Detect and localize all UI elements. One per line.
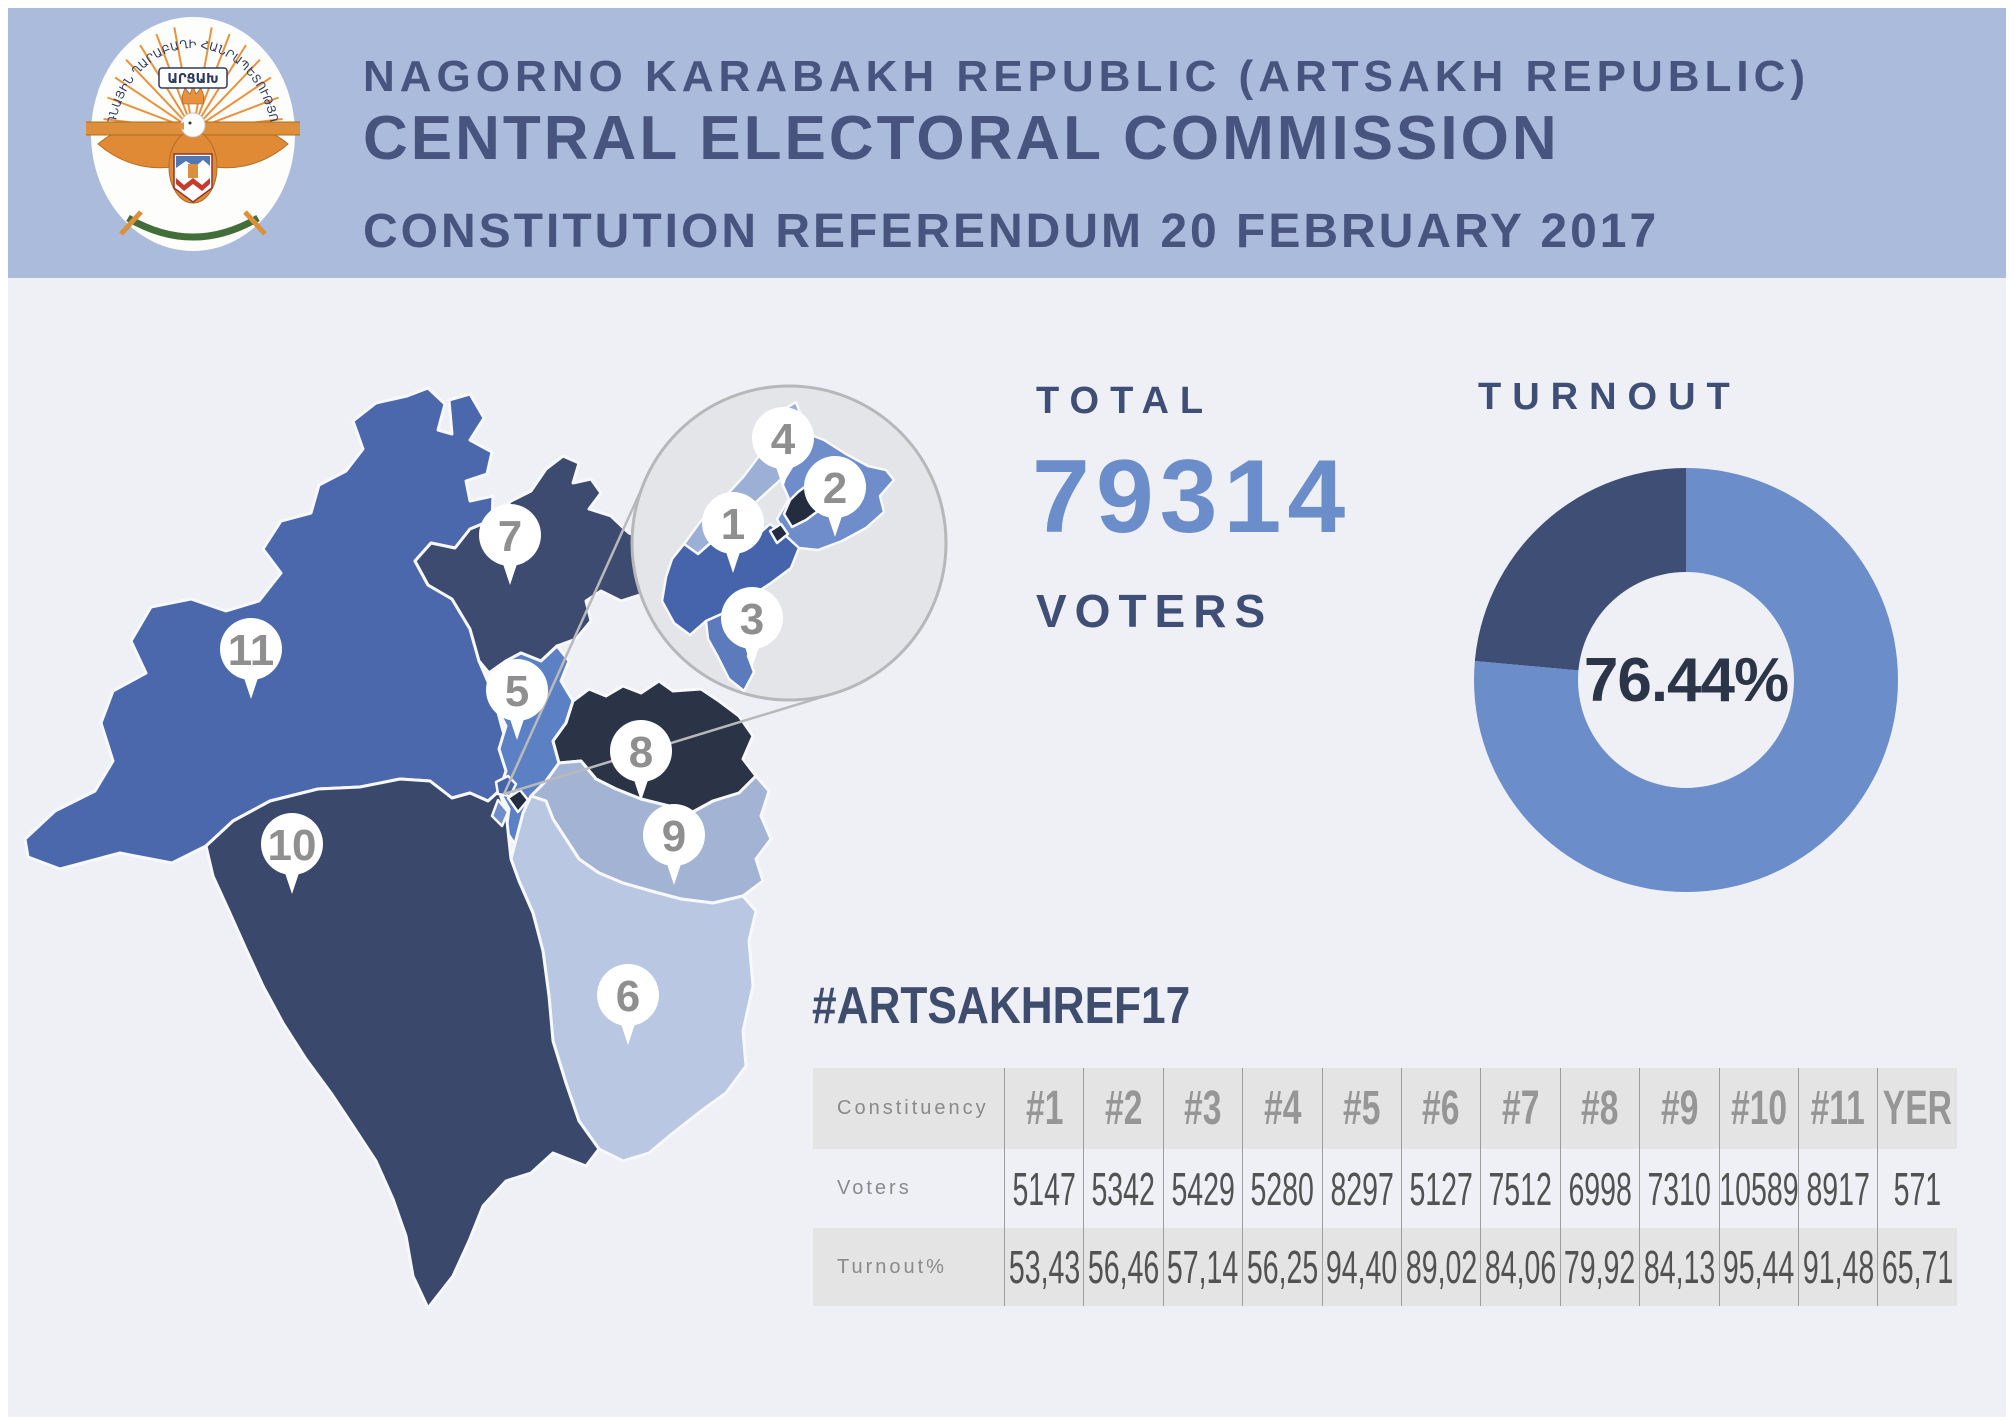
callout-line-left: [502, 478, 648, 795]
svg-text:5: 5: [505, 667, 529, 716]
svg-text:2: 2: [823, 464, 847, 513]
map-pin-5[interactable]: 5: [486, 659, 548, 740]
table-col-header: #10: [1718, 1068, 1798, 1149]
table-cell-voters: 5429: [1162, 1149, 1242, 1228]
svg-text:4: 4: [771, 415, 796, 464]
laurel-icon: [119, 210, 267, 241]
table-col-header: #6: [1400, 1068, 1481, 1149]
table-col-header: #4: [1242, 1068, 1322, 1149]
table-col-header: #3: [1162, 1068, 1243, 1149]
map-region-10[interactable]: [204, 777, 601, 1310]
table-col-header: #1: [1004, 1068, 1084, 1149]
table-cell-turnout: 57,14: [1162, 1228, 1243, 1306]
table-cell-turnout: 89,02: [1400, 1228, 1481, 1306]
svg-text:10: 10: [268, 821, 317, 870]
svg-text:11: 11: [228, 626, 275, 675]
title-line-1: NAGORNO KARABAKH REPUBLIC (ARTSAKH REPUB…: [363, 52, 1811, 101]
map-pin-1[interactable]: 1: [702, 492, 764, 573]
total-unit-label: VOTERS: [1036, 585, 1274, 637]
table-cell-voters: 571: [1877, 1149, 1956, 1228]
title-line-2: CENTRAL ELECTORAL COMMISSION: [363, 104, 1560, 173]
table-col-header: #5: [1321, 1068, 1401, 1149]
donut-hole: 76.44%: [1578, 572, 1794, 788]
turnout-donut-chart: 76.44%: [1474, 468, 1898, 892]
table-cell-voters: 5280: [1242, 1149, 1321, 1228]
table-row-label: Constituency: [813, 1068, 1004, 1149]
crown-icon: [181, 85, 205, 105]
table-cell-turnout: 95,44: [1718, 1228, 1798, 1306]
svg-text:ԱՐՑԱԽ: ԱՐՑԱԽ: [167, 72, 218, 87]
table-cell-turnout: 56,25: [1242, 1228, 1322, 1306]
turnout-title: TURNOUT: [1478, 376, 1741, 418]
svg-text:6: 6: [616, 972, 640, 1021]
title-line-3: CONSTITUTION REFERENDUM 20 FEBRUARY 2017: [363, 205, 1660, 258]
map-pin-9[interactable]: 9: [643, 804, 705, 885]
svg-text:9: 9: [662, 812, 686, 861]
svg-text:7: 7: [498, 512, 522, 561]
map-pin-7[interactable]: 7: [479, 504, 541, 585]
results-table: Constituency #1 #2 #3 #4 #5 #6 #7 #8 #9 …: [813, 1068, 1957, 1306]
svg-text:8: 8: [629, 728, 653, 777]
map-pin-8[interactable]: 8: [610, 720, 672, 801]
table-cell-voters: 5147: [1004, 1149, 1083, 1228]
table-cell-turnout: 56,46: [1083, 1228, 1163, 1306]
map-pin-11[interactable]: 11: [220, 618, 282, 699]
table-cell-turnout: 91,48: [1797, 1228, 1878, 1306]
table-cell-voters: 8917: [1797, 1149, 1877, 1228]
hashtag-label: #ARTSAKHREF17: [812, 977, 1191, 1035]
header-band: [8, 8, 2006, 278]
table-cell-voters: 5127: [1400, 1149, 1480, 1228]
table-row-label: Voters: [837, 1177, 912, 1199]
table-col-header: YER: [1877, 1068, 1957, 1149]
table-col-header: #8: [1559, 1068, 1640, 1149]
table-col-header: #9: [1639, 1068, 1719, 1149]
emblem-banner: ԱՐՑԱԽ: [158, 67, 228, 89]
table-cell-voters: 7512: [1480, 1149, 1559, 1228]
svg-text:3: 3: [740, 595, 764, 644]
map-pin-10[interactable]: 10: [261, 813, 323, 894]
table-col-header: #7: [1480, 1068, 1560, 1149]
table-cell-voters: 6998: [1559, 1149, 1639, 1228]
table-cell-voters: 7310: [1639, 1149, 1718, 1228]
table-cell-turnout: 84,06: [1480, 1228, 1560, 1306]
total-voters-value: 79314: [1032, 439, 1352, 555]
table-cell-voters: 8297: [1321, 1149, 1401, 1228]
table-col-header: #2: [1083, 1068, 1163, 1149]
table-cell-turnout: 94,40: [1321, 1228, 1401, 1306]
svg-text:1: 1: [721, 500, 745, 549]
table-cell-turnout: 79,92: [1559, 1228, 1640, 1306]
table-row-label: Turnout%: [813, 1228, 1004, 1306]
map-pin-6[interactable]: 6: [597, 964, 659, 1045]
map-region-core2-inset: [768, 522, 790, 545]
table-cell-turnout: 53,43: [1004, 1228, 1084, 1306]
table-cell-turnout: 84,13: [1639, 1228, 1719, 1306]
coat-of-arms: ԼԵՌՆԱՅԻՆ ՂԱՐԱԲԱՂԻ ՀԱՆՐԱՊԵՏՈՒԹՅՈՒՆ ԱՐՑԱԽ: [86, 17, 300, 251]
table-col-header: #11: [1797, 1068, 1878, 1149]
total-label: TOTAL: [1036, 380, 1215, 422]
table-cell-voters: 10589: [1718, 1149, 1798, 1228]
turnout-percent-value: 76.44%: [1583, 645, 1789, 715]
map-pin-3[interactable]: 3: [721, 587, 783, 668]
map-pin-4[interactable]: 4: [752, 407, 814, 488]
table-cell-voters: 5342: [1083, 1149, 1162, 1228]
map-pin-2[interactable]: 2: [804, 456, 866, 537]
shield-icon: [173, 153, 213, 203]
table-cell-turnout: 65,71: [1877, 1228, 1957, 1306]
